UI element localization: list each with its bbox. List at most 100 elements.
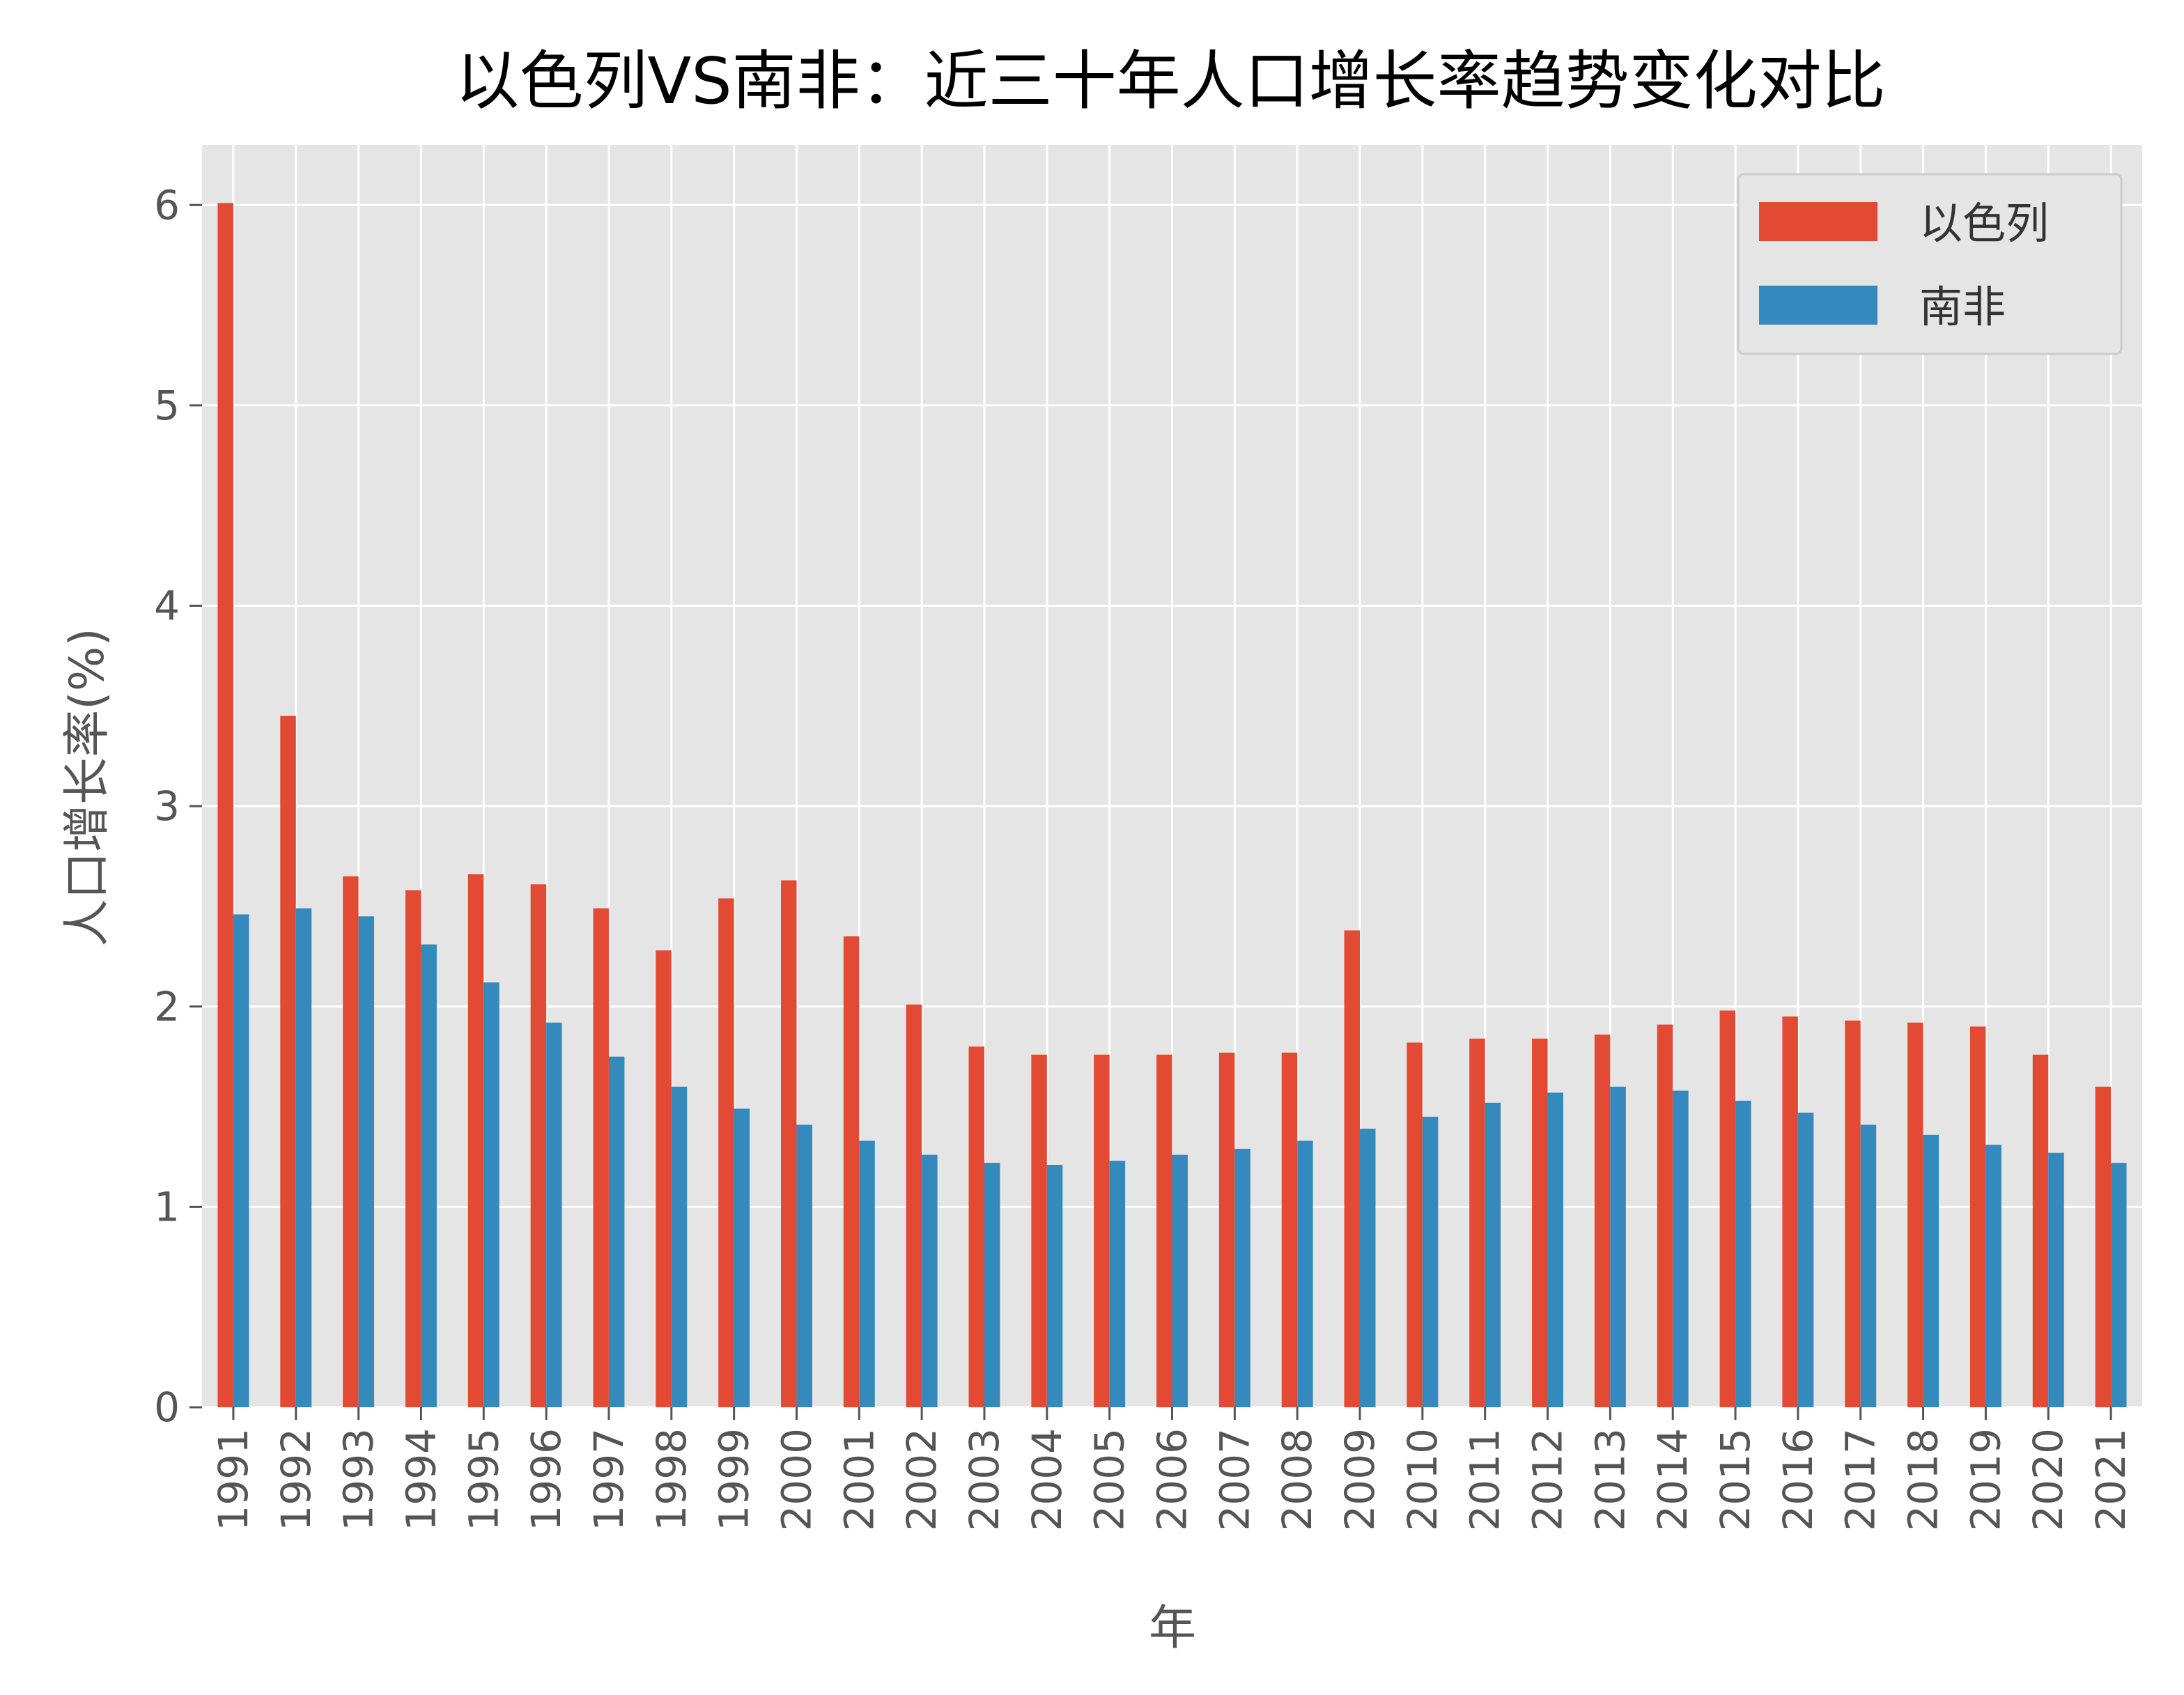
x-tick-label: 2018 — [1900, 1428, 1947, 1531]
y-tick-label: 0 — [154, 1384, 180, 1431]
x-tick-label: 1993 — [335, 1428, 382, 1531]
bar-israel-2021 — [2095, 1086, 2112, 1407]
bar-south-africa-2017 — [1860, 1124, 1877, 1407]
x-tick-label: 2015 — [1712, 1428, 1759, 1531]
bar-south-africa-1991 — [233, 914, 249, 1407]
x-axis-label: 年 — [1149, 1601, 1196, 1656]
x-tick-label: 2020 — [2024, 1428, 2072, 1531]
bar-south-africa-1996 — [546, 1022, 562, 1407]
bar-israel-2017 — [1845, 1020, 1861, 1407]
y-tick-label: 5 — [154, 382, 180, 429]
bar-israel-1991 — [217, 203, 233, 1407]
bar-israel-2006 — [1156, 1054, 1172, 1407]
bar-south-africa-1994 — [421, 944, 437, 1407]
y-tick-label: 3 — [154, 782, 180, 830]
bar-south-africa-1995 — [483, 982, 499, 1407]
x-tick-label: 2006 — [1149, 1428, 1196, 1531]
bar-israel-2015 — [1719, 1010, 1736, 1407]
bar-south-africa-2010 — [1422, 1116, 1439, 1407]
bar-israel-2016 — [1782, 1016, 1798, 1407]
bar-israel-2010 — [1407, 1042, 1423, 1407]
bar-south-africa-1999 — [734, 1108, 750, 1407]
bar-south-africa-2013 — [1610, 1086, 1626, 1407]
x-tick-label: 2010 — [1399, 1428, 1446, 1531]
x-tick-label: 1994 — [397, 1428, 444, 1531]
bar-israel-2019 — [1969, 1026, 1986, 1407]
bar-south-africa-2006 — [1172, 1154, 1188, 1407]
x-tick-label: 2019 — [1962, 1428, 2009, 1531]
bar-israel-2004 — [1031, 1054, 1047, 1407]
y-tick-label: 2 — [154, 983, 180, 1030]
x-tick-label: 2007 — [1211, 1428, 1258, 1531]
bar-israel-1996 — [530, 884, 547, 1407]
bar-israel-2013 — [1594, 1035, 1611, 1407]
bar-south-africa-2018 — [1923, 1134, 1939, 1407]
bar-israel-2001 — [843, 936, 860, 1407]
bar-south-africa-2015 — [1735, 1100, 1751, 1407]
y-tick-label: 1 — [154, 1183, 180, 1230]
bar-south-africa-2021 — [2111, 1163, 2127, 1407]
bar-south-africa-2008 — [1297, 1140, 1313, 1407]
bar-israel-1997 — [593, 908, 609, 1407]
x-tick-label: 2016 — [1774, 1428, 1822, 1531]
bar-south-africa-2003 — [984, 1163, 1000, 1407]
x-tick-label: 2017 — [1837, 1428, 1884, 1531]
y-axis: 0 1 2 3 4 5 6 — [154, 181, 202, 1431]
bar-south-africa-2014 — [1673, 1090, 1689, 1407]
bar-israel-1998 — [656, 950, 672, 1407]
bar-south-africa-2020 — [2048, 1152, 2064, 1407]
x-tick-label: 1996 — [522, 1428, 570, 1531]
legend: 以色列 南非 — [1737, 173, 2123, 355]
bar-south-africa-2007 — [1234, 1148, 1250, 1407]
x-tick-label: 2012 — [1524, 1428, 1572, 1531]
x-tick-label: 1995 — [460, 1428, 507, 1531]
bar-israel-2005 — [1094, 1054, 1110, 1407]
bar-israel-2003 — [968, 1046, 984, 1407]
x-tick-label: 2008 — [1273, 1428, 1321, 1531]
legend-label-south-africa: 南非 — [1919, 281, 2006, 332]
bars — [217, 203, 2127, 1407]
bar-israel-2018 — [1907, 1022, 1923, 1407]
bar-israel-2008 — [1281, 1052, 1298, 1407]
bar-israel-2007 — [1218, 1052, 1235, 1407]
bar-israel-1999 — [718, 898, 734, 1407]
x-axis: 1991 1992 1993 1994 1995 1996 1997 1998 1999 2000… — [210, 1407, 2135, 1531]
x-tick-label: 2002 — [898, 1428, 945, 1531]
x-tick-label: 1991 — [210, 1428, 257, 1531]
x-tick-label: 2004 — [1023, 1428, 1071, 1531]
x-tick-label: 2009 — [1336, 1428, 1384, 1531]
bar-south-africa-2000 — [796, 1124, 812, 1407]
x-tick-label: 1997 — [585, 1428, 633, 1531]
bar-south-africa-2012 — [1547, 1092, 1563, 1407]
bar-israel-1993 — [343, 876, 359, 1407]
bar-south-africa-2004 — [1046, 1164, 1063, 1407]
bar-israel-2020 — [2032, 1054, 2049, 1407]
bar-israel-1995 — [467, 874, 484, 1407]
bar-south-africa-2019 — [1985, 1145, 2001, 1407]
x-tick-label: 2013 — [1586, 1428, 1634, 1531]
bar-south-africa-2011 — [1485, 1102, 1501, 1407]
bar-south-africa-2002 — [922, 1154, 938, 1407]
x-tick-label: 2021 — [2087, 1428, 2135, 1531]
bar-israel-2011 — [1469, 1038, 1485, 1407]
y-tick-label: 4 — [154, 582, 180, 630]
x-tick-label: 1999 — [711, 1428, 758, 1531]
chart-title: 以色列VS南非：近三十年人口增长率趋势变化对比 — [455, 44, 1885, 118]
bar-israel-2009 — [1344, 930, 1361, 1407]
bar-israel-2012 — [1532, 1038, 1548, 1407]
bar-south-africa-1992 — [295, 908, 312, 1407]
x-tick-label: 2011 — [1462, 1428, 1509, 1531]
x-tick-label: 2003 — [961, 1428, 1008, 1531]
x-tick-label: 1992 — [272, 1428, 320, 1531]
x-tick-label: 2005 — [1086, 1428, 1133, 1531]
legend-swatch-south-africa — [1759, 286, 1877, 325]
bar-south-africa-1997 — [608, 1056, 625, 1407]
bar-israel-1992 — [280, 715, 296, 1407]
bar-israel-2014 — [1657, 1024, 1673, 1407]
x-tick-label: 2014 — [1649, 1428, 1696, 1531]
bar-south-africa-2016 — [1797, 1113, 1814, 1407]
x-tick-label: 2001 — [835, 1428, 883, 1531]
y-tick-label: 6 — [154, 181, 180, 229]
